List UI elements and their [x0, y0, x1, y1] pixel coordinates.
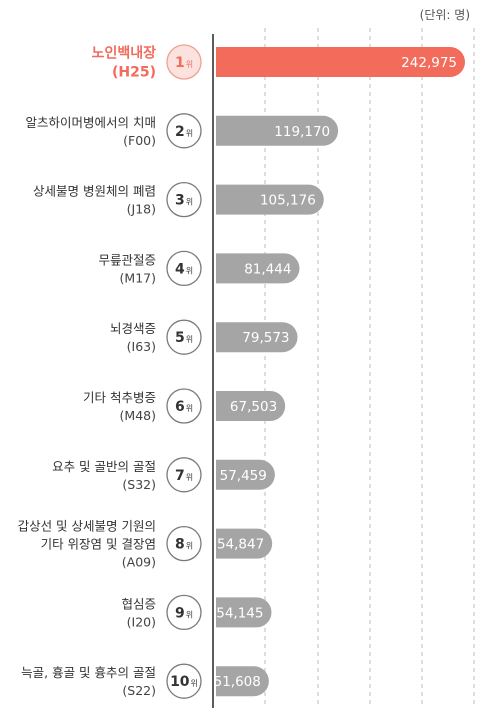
- category-code-5: (I63): [127, 339, 156, 354]
- rank-label-3: 3위: [175, 193, 193, 209]
- value-label-8: 54,847: [217, 537, 264, 553]
- bar-5: [216, 322, 298, 353]
- rank-circle-2: [166, 113, 202, 149]
- rank-label-10: 10위: [170, 674, 198, 690]
- bar-4: [216, 253, 300, 284]
- rank-label-8: 8위: [175, 537, 193, 553]
- value-label-4: 81,444: [244, 261, 291, 277]
- bar-8: [216, 528, 273, 559]
- category-name-8: 갑상선 및 상세불명 기원의: [18, 519, 156, 534]
- rank-circle-6: [166, 388, 202, 424]
- category-code-3: (J18): [127, 202, 156, 217]
- category-code-10: (S22): [122, 683, 156, 698]
- bar-6: [216, 391, 286, 421]
- category-code-4: (M17): [120, 270, 156, 285]
- value-label-2: 119,170: [274, 124, 330, 140]
- bar-3: [216, 184, 324, 215]
- category-name-7: 요추 및 골반의 골절: [52, 459, 156, 474]
- category-name-6: 기타 척추병증: [83, 390, 156, 405]
- rank-circle-4: [166, 250, 202, 287]
- rank-label-9: 9위: [175, 605, 193, 621]
- bar-10: [216, 666, 269, 697]
- category-name-3: 상세불명 병원체의 폐렴: [33, 184, 156, 199]
- category-code-7: (S32): [122, 477, 156, 492]
- rank-label-4: 4위: [175, 261, 193, 277]
- category-code-8: (A09): [122, 555, 156, 570]
- category-name-4: 무릎관절증: [98, 252, 156, 267]
- category-code-9: (I20): [127, 614, 156, 629]
- rank-label-1: 1위: [175, 55, 193, 71]
- rank-circle-1: [166, 44, 202, 80]
- category-code-6: (M48): [120, 408, 156, 423]
- value-label-6: 67,503: [230, 399, 277, 415]
- value-label-9: 54,145: [216, 605, 263, 621]
- value-label-5: 79,573: [242, 330, 289, 346]
- rank-circle-10: [166, 663, 202, 699]
- rank-circle-8: [166, 525, 202, 562]
- bar-9: [216, 597, 272, 628]
- category-name-9: 협심증: [121, 596, 156, 611]
- category-name-5: 뇌경색증: [110, 321, 156, 336]
- value-label-7: 57,459: [220, 468, 267, 484]
- value-label-1: 242,975: [401, 55, 457, 71]
- rank-label-2: 2위: [175, 124, 193, 140]
- category-code-2: (F00): [123, 133, 156, 148]
- bar-2: [216, 115, 339, 146]
- bar-7: [216, 459, 275, 490]
- value-label-10: 51,608: [214, 674, 261, 690]
- value-label-3: 105,176: [260, 193, 316, 209]
- rank-circle-7: [166, 457, 202, 493]
- rank-label-6: 6위: [175, 399, 193, 415]
- rank-circle-3: [166, 181, 202, 218]
- unit-label: (단위: 명): [419, 8, 470, 22]
- category-name-2: 알츠하이머병에서의 치매: [26, 115, 156, 130]
- rank-circle-9: [166, 594, 202, 631]
- category-name-1: 노인백내장: [92, 45, 157, 62]
- category-name-8: 기타 위장염 및 결장염: [41, 537, 156, 552]
- category-name-10: 늑골, 흉골 및 흉추의 골절: [21, 665, 156, 680]
- rank-label-7: 7위: [175, 468, 193, 484]
- category-code-1: (H25): [112, 65, 156, 81]
- rank-circle-5: [166, 319, 202, 355]
- bar-1: [216, 47, 465, 77]
- rank-label-5: 5위: [175, 330, 193, 346]
